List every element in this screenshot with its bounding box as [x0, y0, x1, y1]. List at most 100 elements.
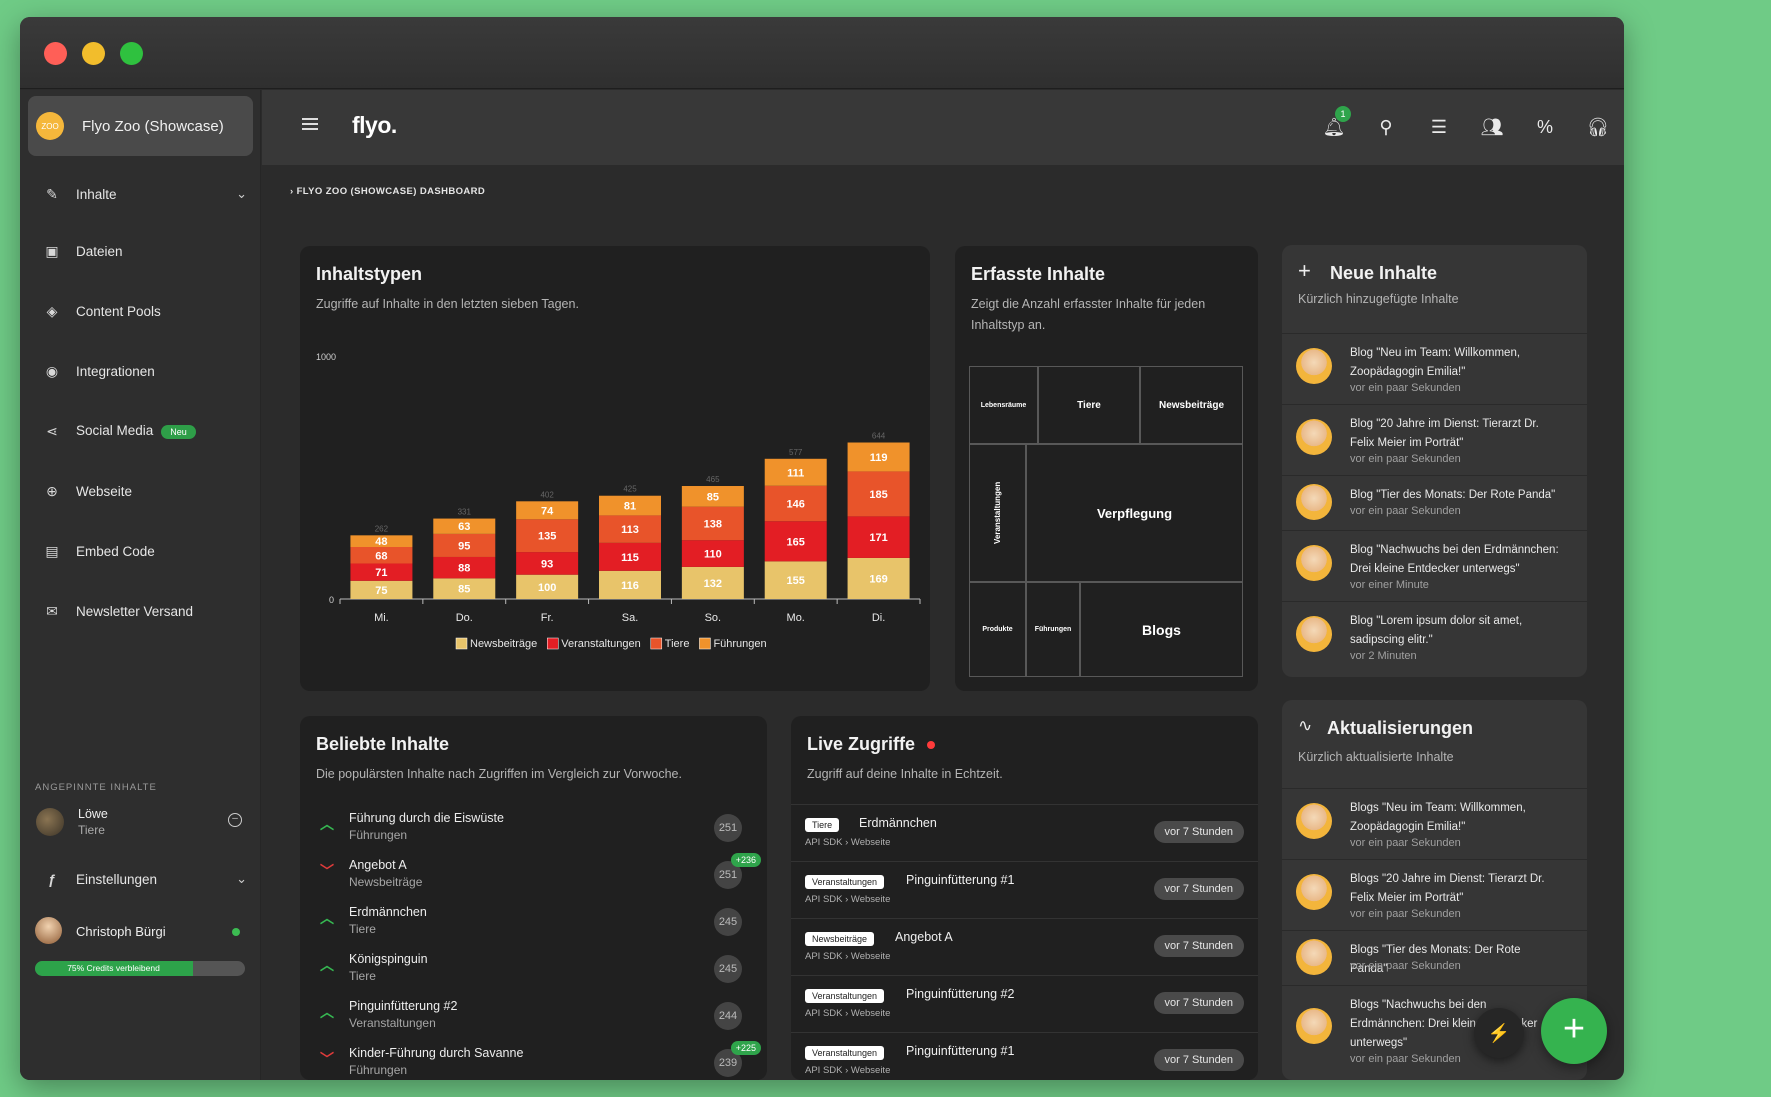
table-row[interactable]: ︿ Erdmännchen Tiere 245 [300, 899, 767, 946]
table-row[interactable]: Tiere Erdmännchen API SDK › Webseite vor… [791, 804, 1258, 861]
table-row[interactable]: ︿ Pinguinfütterung #2 Veranstaltungen 24… [300, 993, 767, 1040]
treemap-cell[interactable]: Lebensräume [969, 366, 1038, 444]
sidebar-item-embed-code[interactable]: ▤ Embed Code [20, 531, 261, 571]
bar-segment [350, 535, 413, 547]
treemap-cell[interactable]: Veranstaltungen [969, 444, 1026, 582]
percent-icon[interactable]: % [1536, 116, 1553, 137]
pinned-item[interactable]: Löwe Tiere – [32, 802, 252, 844]
legend-label: Newsbeiträge [470, 638, 537, 650]
quick-action-button[interactable]: ⚡ [1474, 1008, 1524, 1058]
sidebar-item-einstellungen[interactable]: ƒ Einstellungen ⌄ [20, 859, 261, 899]
minimize-window-button[interactable] [82, 42, 105, 65]
list-item[interactable]: Blog "Lorem ipsum dolor sit amet, sadips… [1282, 601, 1587, 677]
list-item[interactable]: Blog "20 Jahre im Dienst: Tierarzt Dr. F… [1282, 404, 1587, 475]
bar-segment [433, 578, 496, 599]
item-source: API SDK › Webseite [805, 837, 891, 848]
item-name: Pinguinfütterung #2 [906, 987, 1015, 1001]
chevron-down-icon[interactable]: ⌄ [236, 871, 247, 886]
clipboard-icon: ▤ [45, 542, 59, 559]
item-time: vor 2 Minuten [1350, 650, 1417, 662]
org-switcher[interactable]: ZOO Flyo Zoo (Showcase) [28, 96, 253, 156]
add-content-button[interactable]: + [1541, 998, 1607, 1064]
bar-value-label: 185 [869, 489, 887, 501]
sidebar-item-social-media[interactable]: ⋖ Social Media Neu [20, 411, 261, 451]
item-name: Pinguinfütterung #1 [906, 1044, 1015, 1058]
list-item[interactable]: Blog "Nachwuchs bei den Erdmännchen: Dre… [1282, 530, 1587, 601]
bar-value-label: 63 [458, 521, 470, 533]
bell-icon[interactable]: 🔔︎ 1 [1321, 106, 1351, 140]
item-type: Führungen [349, 828, 408, 842]
list-item[interactable]: Blogs "20 Jahre im Dienst: Tierarzt Dr. … [1282, 859, 1587, 930]
treemap-cell[interactable]: Produkte [969, 582, 1026, 677]
bar-segment [681, 540, 744, 567]
bar-segment [681, 506, 744, 541]
org-name: Flyo Zoo (Showcase) [82, 117, 224, 135]
sidebar-item-content-pools[interactable]: ◈ Content Pools [20, 291, 261, 331]
sidebar-item-label: Social Media Neu [76, 423, 196, 439]
sidebar-item-label: Inhalte [76, 186, 117, 202]
table-row[interactable]: Veranstaltungen Pinguinfütterung #2 API … [791, 975, 1258, 1032]
bar-value-label: 88 [458, 563, 470, 575]
list-item[interactable]: Blogs "Tier des Monats: Der Rote Panda" … [1282, 930, 1587, 985]
treemap-cell[interactable]: Newsbeiträge [1140, 366, 1243, 444]
table-row[interactable]: Veranstaltungen Pinguinfütterung #1 API … [791, 861, 1258, 918]
bar-value-label: 115 [621, 552, 639, 564]
credits-label: 75% Credits verbleibend [67, 963, 160, 973]
bar-total-label: 465 [706, 475, 720, 484]
avatar [1296, 484, 1332, 520]
bar-value-label: 116 [621, 580, 639, 592]
bar-value-label: 119 [870, 452, 888, 464]
table-row[interactable]: ﹀ Angebot A Newsbeiträge 251 +236 [300, 852, 767, 899]
time-pill: vor 7 Stunden [1153, 821, 1244, 843]
table-row[interactable]: ︿ Führung durch die Eiswüste Führungen 2… [300, 805, 767, 852]
item-title: Blogs "Nachwuchs bei den Erdmännchen: Dr… [1350, 999, 1538, 1049]
card-title: Erfasste Inhalte [971, 264, 1106, 284]
sidebar-item-dateien[interactable]: ▣ Dateien [20, 231, 261, 271]
view-count: 244 [714, 1002, 742, 1030]
live-zugriffe-card: Live Zugriffe Zugriff auf deine Inhalte … [791, 716, 1258, 1080]
treemap-cell[interactable]: Blogs [1080, 582, 1243, 677]
close-window-button[interactable] [44, 42, 67, 65]
sidebar-item-label: Embed Code [76, 543, 155, 559]
type-tag: Veranstaltungen [805, 875, 885, 889]
table-row[interactable]: Newsbeiträge Angebot A API SDK › Webseit… [791, 918, 1258, 975]
sidebar-item-label: Einstellungen [76, 871, 158, 887]
treemap-cell[interactable]: Verpflegung [1026, 444, 1243, 582]
bar-segment [764, 561, 827, 599]
item-source: API SDK › Webseite [805, 894, 891, 905]
type-tag: Tiere [805, 818, 840, 832]
avatar [1296, 348, 1332, 384]
table-row[interactable]: ︿ Königspinguin Tiere 245 [300, 946, 767, 993]
sidebar-item-inhalte[interactable]: ✎ Inhalte ⌄ [20, 174, 261, 214]
headset-icon[interactable]: 🎧︎ [1586, 116, 1610, 137]
treemap-cell[interactable]: Führungen [1026, 582, 1080, 677]
bar-segment [599, 570, 661, 599]
mail-icon: ✉ [46, 602, 58, 619]
list-item[interactable]: Blog "Tier des Monats: Der Rote Panda" v… [1282, 475, 1587, 530]
sidebar-item-webseite[interactable]: ⊕ Webseite [20, 471, 261, 511]
users-icon[interactable]: 👥︎ [1480, 116, 1504, 137]
menu-icon[interactable] [302, 118, 318, 130]
sidebar-item-integrationen[interactable]: ◉ Integrationen [20, 351, 261, 391]
card-title: Beliebte Inhalte [316, 734, 450, 754]
item-source: API SDK › Webseite [805, 1008, 891, 1019]
view-count: 245 [714, 955, 742, 983]
chevron-down-icon[interactable]: ⌄ [236, 186, 247, 201]
search-icon[interactable]: ⚲ [1379, 116, 1393, 137]
sidebar-item-label: Webseite [76, 483, 133, 499]
card-title: Live Zugriffe [807, 734, 936, 755]
item-source: API SDK › Webseite [805, 1065, 891, 1076]
list-icon[interactable]: ☰ [1430, 116, 1448, 137]
type-tag: Veranstaltungen [805, 989, 885, 1003]
treemap-cell[interactable]: Tiere [1038, 366, 1140, 444]
list-item[interactable]: Blogs "Neu im Team: Willkommen, Zoopädag… [1282, 788, 1587, 859]
bar-value-label: 169 [869, 573, 887, 585]
sidebar-item-newsletter[interactable]: ✉ Newsletter Versand [20, 591, 261, 631]
user-profile[interactable]: Christoph Bürgi [32, 914, 252, 950]
table-row[interactable]: ﹀ Kinder-Führung durch Savanne Führungen… [300, 1040, 767, 1080]
avatar [35, 917, 62, 944]
maximize-window-button[interactable] [120, 42, 143, 65]
unpin-icon[interactable]: – [228, 813, 242, 827]
table-row[interactable]: Veranstaltungen Pinguinfütterung #1 API … [791, 1032, 1258, 1080]
list-item[interactable]: Blog "Neu im Team: Willkommen, Zoopädago… [1282, 333, 1587, 404]
